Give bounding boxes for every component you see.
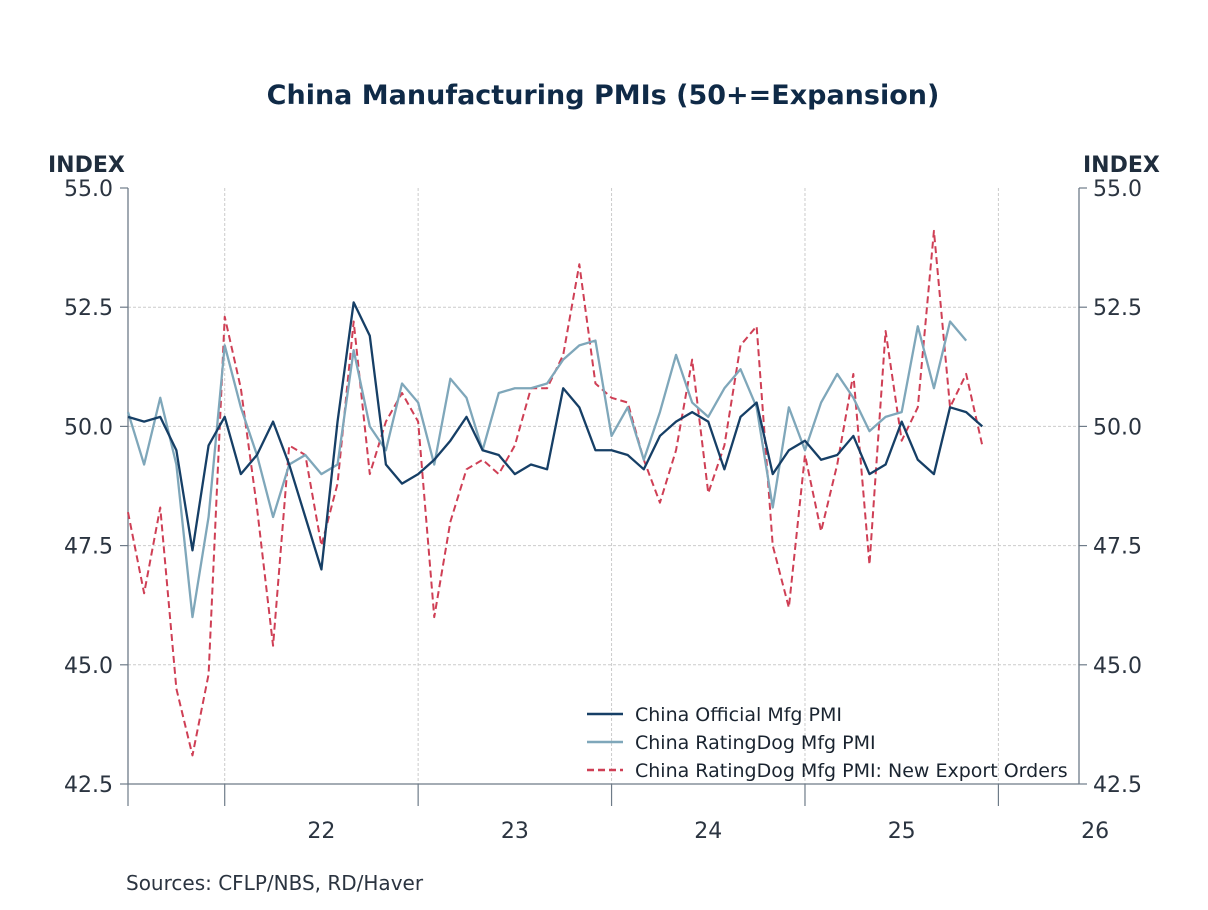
series-line-2 [126,320,968,619]
chart-title: China Manufacturing PMIs (50+=Expansion) [267,80,940,111]
series-line-1 [127,301,984,571]
y-tick-label-right: 52.5 [1093,296,1142,321]
x-tick-label: 22 [307,819,335,844]
y-tick-label-right: 47.5 [1093,535,1142,560]
y-tick-label-left: 47.5 [64,535,113,560]
axis-layer: 55.0 55.0 52.5 52.5 50.0 50.0 47.5 47.5 45.0 45.0… [64,177,1142,844]
y-tick-label-left: 55.0 [64,177,113,202]
series-layer [126,229,984,757]
x-tick-label: 26 [1081,819,1109,844]
right-axis-unit: INDEX [1083,153,1160,178]
y-tick-label-left: 45.0 [64,654,113,679]
x-tick-label: 23 [501,819,529,844]
x-tick-label: 24 [694,819,722,844]
y-tick-label-left: 50.0 [64,415,113,440]
left-axis-unit: INDEX [48,153,125,178]
x-tick-label: 25 [888,819,916,844]
y-tick-label-right: 55.0 [1093,177,1142,202]
y-tick-label-right: 45.0 [1093,654,1142,679]
y-tick-label-right: 50.0 [1093,415,1142,440]
legend-label-3: China RatingDog Mfg PMI: New Export Orde… [635,760,1068,782]
y-tick-label-left: 52.5 [64,296,113,321]
y-tick-label-right: 42.5 [1093,773,1142,798]
grid-layer [128,188,1079,784]
series-line-3 [127,229,984,757]
y-tick-label-left: 42.5 [64,773,113,798]
legend-label-2: China RatingDog Mfg PMI [635,732,876,754]
source-note: Sources: CFLP/NBS, RD/Haver [126,871,424,895]
legend-label-1: China Official Mfg PMI [635,704,842,726]
legend: China Official Mfg PMI China RatingDog Mf… [587,704,1068,782]
